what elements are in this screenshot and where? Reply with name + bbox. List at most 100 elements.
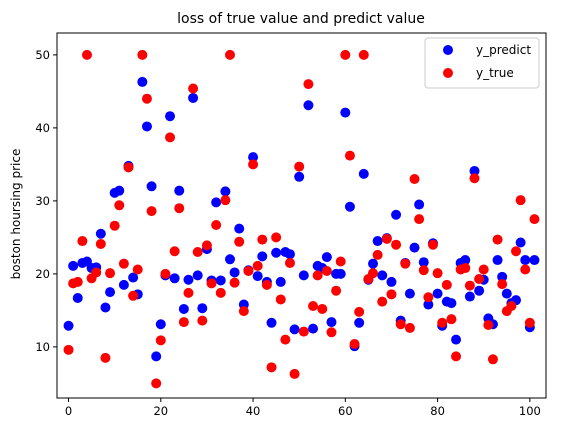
data-point-y-true — [432, 268, 443, 279]
data-point-y-predict — [432, 288, 443, 299]
data-point-y-true — [317, 303, 328, 314]
data-point-y-predict — [377, 270, 388, 281]
data-point-y-predict — [118, 279, 129, 290]
data-point-y-predict — [183, 274, 194, 285]
data-point-y-true — [280, 334, 291, 345]
data-point-y-true — [492, 234, 503, 245]
data-point-y-true — [155, 335, 166, 346]
data-point-y-true — [77, 236, 88, 247]
data-point-y-true — [441, 279, 452, 290]
data-point-y-true — [165, 132, 176, 143]
data-point-y-true — [354, 306, 365, 317]
legend-label-y-predict: y_predict — [476, 43, 531, 57]
y-tick-label: 50 — [35, 48, 50, 62]
x-axis: 0 20 40 60 80 100 — [65, 398, 541, 418]
y-tick-label: 30 — [35, 194, 50, 208]
data-point-y-true — [178, 317, 189, 328]
data-point-y-true — [400, 258, 411, 269]
data-point-y-predict — [391, 209, 402, 220]
data-point-y-predict — [105, 287, 116, 298]
data-point-y-predict — [423, 299, 434, 310]
data-point-y-true — [201, 240, 212, 251]
data-point-y-true — [271, 232, 282, 243]
data-point-y-true — [464, 280, 475, 291]
data-point-y-predict — [451, 334, 462, 345]
data-point-y-true — [358, 49, 369, 60]
data-point-y-predict — [165, 111, 176, 122]
data-point-y-predict — [257, 251, 268, 262]
y-tick-label: 20 — [35, 267, 50, 281]
data-point-y-predict — [271, 247, 282, 258]
data-point-y-true — [377, 296, 388, 307]
data-point-y-true — [340, 49, 351, 60]
data-point-y-predict — [289, 324, 300, 335]
data-point-y-predict — [266, 317, 277, 328]
data-point-y-true — [128, 290, 139, 301]
data-point-y-predict — [197, 303, 208, 314]
data-point-y-true — [118, 258, 129, 269]
data-point-y-predict — [294, 171, 305, 182]
data-point-y-true — [206, 278, 217, 289]
data-point-y-true — [160, 268, 171, 279]
data-point-y-predict — [298, 270, 309, 281]
data-point-y-true — [95, 238, 106, 249]
data-point-y-predict — [215, 275, 226, 286]
data-point-y-predict — [474, 285, 485, 296]
data-point-y-predict — [192, 270, 203, 281]
data-point-y-predict — [368, 258, 379, 269]
data-point-y-true — [183, 287, 194, 298]
data-point-y-predict — [414, 199, 425, 210]
data-point-y-true — [266, 362, 277, 373]
data-point-y-true — [298, 326, 309, 337]
data-point-y-true — [404, 322, 415, 333]
data-point-y-predict — [344, 201, 355, 212]
data-point-y-predict — [224, 254, 235, 265]
data-point-y-predict — [178, 303, 189, 314]
data-point-y-true — [100, 352, 111, 363]
x-tick-label: 0 — [65, 404, 72, 418]
data-point-y-predict — [229, 267, 240, 278]
data-point-y-predict — [464, 291, 475, 302]
data-point-y-true — [312, 270, 323, 281]
data-point-y-true — [386, 289, 397, 300]
data-point-y-true — [483, 320, 494, 330]
data-point-y-predict — [335, 268, 346, 279]
data-point-y-predict — [211, 197, 222, 208]
data-point-y-true — [224, 49, 235, 60]
data-point-y-true — [515, 195, 526, 206]
data-point-y-true — [497, 279, 508, 290]
data-point-y-predict — [515, 237, 526, 248]
data-point-y-true — [188, 83, 199, 94]
plot-frame — [56, 32, 547, 399]
data-point-y-true — [326, 327, 337, 338]
data-point-y-true — [81, 49, 92, 60]
data-point-y-true — [132, 264, 143, 275]
data-point-y-true — [423, 292, 434, 303]
data-point-y-true — [220, 195, 231, 206]
x-tick-label: 40 — [246, 404, 261, 418]
data-point-y-true — [141, 93, 152, 104]
data-point-y-true — [368, 268, 379, 279]
data-point-y-true — [303, 79, 314, 90]
data-point-y-true — [192, 247, 203, 257]
data-point-y-true — [72, 276, 83, 287]
data-points — [63, 49, 540, 389]
data-point-y-true — [211, 219, 222, 230]
data-point-y-true — [391, 239, 402, 250]
data-point-y-true — [427, 239, 438, 250]
legend-marker-y-predict — [443, 45, 453, 55]
data-point-y-true — [215, 287, 226, 298]
data-point-y-true — [123, 162, 134, 173]
data-point-y-true — [506, 301, 517, 312]
data-point-y-predict — [404, 288, 415, 299]
data-point-y-predict — [114, 185, 125, 196]
data-point-y-true — [395, 319, 406, 330]
data-point-y-predict — [141, 121, 152, 132]
data-point-y-true — [169, 246, 180, 257]
data-point-y-true — [349, 338, 360, 349]
data-point-y-predict — [68, 260, 79, 271]
y-tick-label: 40 — [35, 121, 50, 135]
data-point-y-predict — [275, 276, 286, 287]
data-point-y-predict — [72, 292, 83, 303]
data-point-y-predict — [169, 273, 180, 284]
